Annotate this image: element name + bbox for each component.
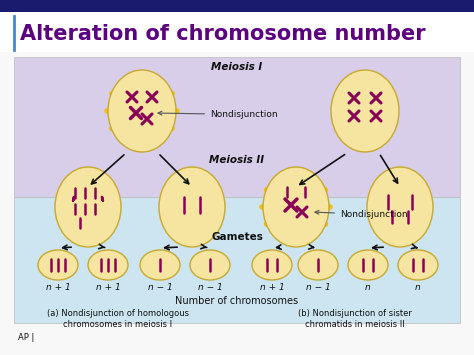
Text: Gametes: Gametes xyxy=(211,232,263,242)
Text: Nondisjunction: Nondisjunction xyxy=(158,110,278,119)
Ellipse shape xyxy=(252,250,292,280)
Text: Meiosis II: Meiosis II xyxy=(210,155,264,165)
Text: Alteration of chromosome number: Alteration of chromosome number xyxy=(20,24,426,44)
Ellipse shape xyxy=(398,250,438,280)
Ellipse shape xyxy=(140,250,180,280)
Text: Nondisjunction: Nondisjunction xyxy=(315,210,408,219)
Ellipse shape xyxy=(367,167,433,247)
Text: (a) Nondisjunction of homologous
chromosomes in meiosis I: (a) Nondisjunction of homologous chromos… xyxy=(47,309,189,329)
Ellipse shape xyxy=(263,167,329,247)
Text: n + 1: n + 1 xyxy=(46,283,70,291)
Text: n − 1: n − 1 xyxy=(147,283,173,291)
Ellipse shape xyxy=(38,250,78,280)
Text: n − 1: n − 1 xyxy=(198,283,222,291)
Text: (b) Nondisjunction of sister
chromatids in meiosis II: (b) Nondisjunction of sister chromatids … xyxy=(298,309,412,329)
Bar xyxy=(0,0,474,12)
Ellipse shape xyxy=(298,250,338,280)
Ellipse shape xyxy=(88,250,128,280)
Ellipse shape xyxy=(190,250,230,280)
Text: n: n xyxy=(365,283,371,291)
Text: Number of chromosomes: Number of chromosomes xyxy=(175,296,299,306)
Bar xyxy=(14,57,460,197)
Ellipse shape xyxy=(108,70,176,152)
Text: n + 1: n + 1 xyxy=(260,283,284,291)
Ellipse shape xyxy=(331,70,399,152)
Text: Meiosis I: Meiosis I xyxy=(211,62,263,72)
Ellipse shape xyxy=(348,250,388,280)
Text: AP |: AP | xyxy=(18,333,35,342)
Ellipse shape xyxy=(159,167,225,247)
Ellipse shape xyxy=(55,167,121,247)
Text: n + 1: n + 1 xyxy=(96,283,120,291)
Text: n − 1: n − 1 xyxy=(306,283,330,291)
Bar xyxy=(14,197,460,323)
Text: n: n xyxy=(415,283,421,291)
Bar xyxy=(0,12,474,52)
